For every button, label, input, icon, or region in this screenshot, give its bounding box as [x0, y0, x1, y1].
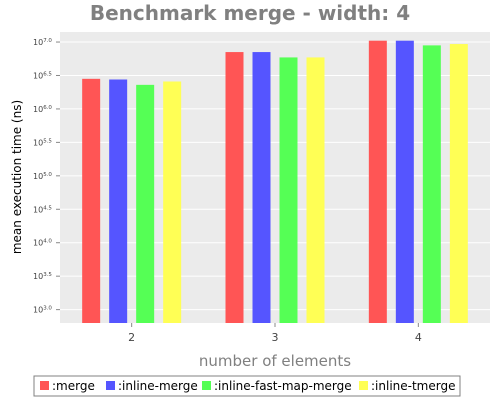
y-axis-ticks: 103.0 103.5 104.0 104.5 105.0 105.5 106.0 106.5…	[33, 38, 60, 315]
bar	[306, 57, 325, 324]
bar	[163, 81, 182, 323]
y-tick-label: 104.5	[33, 205, 52, 214]
legend-label: :inline-tmerge	[371, 379, 455, 393]
bar	[279, 57, 298, 324]
bar	[422, 45, 441, 324]
legend-label: :inline-merge	[118, 379, 198, 393]
plot-area	[60, 32, 490, 323]
y-tick-label: 103.0	[33, 306, 52, 315]
legend-swatch	[359, 381, 368, 390]
legend-items: :merge :inline-merge :inline-fast-map-merg…	[40, 379, 455, 393]
bar	[82, 78, 101, 324]
y-tick-label: 105.5	[33, 138, 52, 147]
x-tick-label: 2	[128, 331, 135, 344]
y-tick-label: 106.5	[33, 71, 52, 80]
bar	[109, 79, 128, 323]
bars	[82, 40, 468, 324]
y-tick-label: 104.0	[33, 239, 52, 248]
chart-title: Benchmark merge - width: 4	[90, 1, 410, 25]
bar	[136, 84, 155, 324]
legend-swatch	[106, 381, 115, 390]
grid-lines	[60, 41, 490, 311]
y-tick-label: 107.0	[33, 38, 52, 47]
bar	[368, 40, 387, 323]
legend-swatch	[202, 381, 211, 390]
x-tick-label: 3	[272, 331, 279, 344]
legend: :merge :inline-merge :inline-fast-map-merg…	[33, 375, 461, 397]
x-axis-label: number of elements	[199, 352, 351, 370]
bar	[449, 44, 468, 323]
y-axis-label: mean execution time (ns)	[10, 100, 24, 254]
legend-swatch	[40, 381, 49, 390]
y-tick-label: 105.0	[33, 172, 52, 181]
x-axis-ticks: 2 3 4	[128, 323, 422, 344]
legend-label: :merge	[52, 379, 95, 393]
legend-box	[33, 375, 461, 397]
y-tick-label: 103.5	[33, 272, 52, 281]
bar	[395, 40, 414, 323]
y-tick-label: 106.0	[33, 105, 52, 114]
bar	[225, 52, 244, 323]
legend-label: :inline-fast-map-merge	[214, 379, 352, 393]
bar	[252, 52, 271, 323]
x-tick-label: 4	[415, 331, 422, 344]
